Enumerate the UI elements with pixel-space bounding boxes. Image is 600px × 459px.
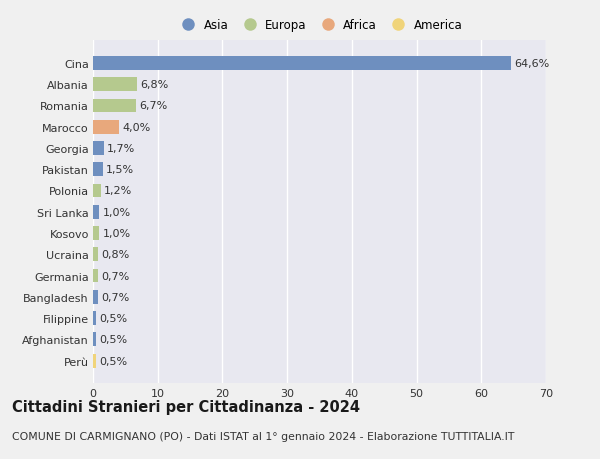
Text: 64,6%: 64,6%: [514, 59, 550, 69]
Text: 1,7%: 1,7%: [107, 144, 136, 154]
Text: 1,0%: 1,0%: [103, 207, 131, 217]
Bar: [93, 333, 96, 347]
Bar: [93, 163, 103, 177]
Text: COMUNE DI CARMIGNANO (PO) - Dati ISTAT al 1° gennaio 2024 - Elaborazione TUTTITA: COMUNE DI CARMIGNANO (PO) - Dati ISTAT a…: [12, 431, 514, 442]
Text: 6,8%: 6,8%: [140, 80, 169, 90]
Text: 4,0%: 4,0%: [122, 123, 151, 132]
Text: 1,5%: 1,5%: [106, 165, 134, 175]
Text: 1,2%: 1,2%: [104, 186, 132, 196]
Text: 0,5%: 0,5%: [100, 313, 128, 324]
Text: 1,0%: 1,0%: [103, 229, 131, 239]
Bar: [93, 354, 96, 368]
Bar: [93, 99, 136, 113]
Text: 0,7%: 0,7%: [101, 271, 129, 281]
Text: Cittadini Stranieri per Cittadinanza - 2024: Cittadini Stranieri per Cittadinanza - 2…: [12, 399, 360, 414]
Text: 6,7%: 6,7%: [140, 101, 168, 111]
Text: 0,5%: 0,5%: [100, 335, 128, 345]
Bar: [93, 78, 137, 92]
Bar: [93, 312, 96, 325]
Bar: [93, 205, 100, 219]
Bar: [93, 142, 104, 156]
Bar: [93, 184, 101, 198]
Bar: [93, 227, 100, 241]
Bar: [93, 269, 98, 283]
Bar: [93, 248, 98, 262]
Legend: Asia, Europa, Africa, America: Asia, Europa, Africa, America: [174, 17, 465, 34]
Bar: [93, 57, 511, 71]
Bar: [93, 290, 98, 304]
Bar: [93, 121, 119, 134]
Text: 0,8%: 0,8%: [101, 250, 130, 260]
Text: 0,7%: 0,7%: [101, 292, 129, 302]
Text: 0,5%: 0,5%: [100, 356, 128, 366]
